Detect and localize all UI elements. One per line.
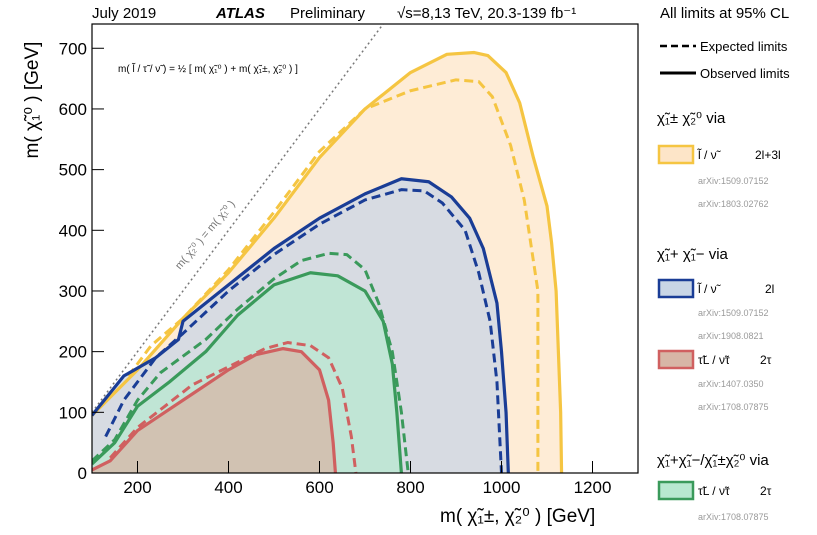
y-tick-label: 100 bbox=[59, 403, 87, 422]
legend-entry-label: τ̃L / ν̃τ bbox=[698, 484, 730, 498]
legend-observed-label: Observed limits bbox=[700, 66, 790, 81]
y-tick-label: 400 bbox=[59, 221, 87, 240]
diagonal-label: m( χ̃₂⁰ ) = m( χ̃₁⁰ ) bbox=[173, 198, 238, 272]
legend-swatch-wh bbox=[657, 144, 695, 165]
x-tick-label: 800 bbox=[396, 478, 424, 497]
y-tick-label: 500 bbox=[59, 161, 87, 180]
legend-ref: arXiv:1407.0350 bbox=[698, 379, 764, 389]
expected-line-tau8 bbox=[109, 341, 358, 473]
region-tau8 bbox=[92, 348, 336, 473]
header-status: Preliminary bbox=[290, 5, 366, 22]
x-tick-label: 400 bbox=[214, 478, 242, 497]
legend-entry-label: τ̃L / ν̃τ bbox=[698, 353, 730, 367]
y-axis-label: m( χ̃₁⁰ ) [GeV] bbox=[22, 42, 43, 159]
legend-ref: arXiv:1803.02762 bbox=[698, 199, 769, 209]
x-tick-label: 600 bbox=[305, 478, 333, 497]
observed-line-wh bbox=[92, 50, 564, 473]
legend-entry-channel: 2τ bbox=[760, 353, 772, 367]
legend-group-title: χ̃₁+ χ̃₁− via bbox=[657, 246, 729, 263]
legend-ref: arXiv:1708.07875 bbox=[698, 402, 769, 412]
observed-line-tau13 bbox=[92, 271, 403, 473]
x-tick-label: 1000 bbox=[483, 478, 521, 497]
legend-ref: arXiv:1509.07152 bbox=[698, 176, 769, 186]
y-tick-label: 0 bbox=[78, 464, 87, 483]
x-axis-label: m( χ̃₁±, χ̃₂⁰ ) [GeV] bbox=[440, 506, 595, 527]
observed-line-tau8 bbox=[92, 347, 338, 473]
y-tick-label: 200 bbox=[59, 343, 87, 362]
legend-swatch-tau13 bbox=[657, 480, 695, 501]
header-date: July 2019 bbox=[92, 5, 156, 22]
formula-label: m( l̃ / τ̃ / ν̃ ) = ½ [ m( χ̃₁⁰ ) + m( χ… bbox=[118, 62, 298, 75]
legend-expected-label: Expected limits bbox=[700, 39, 788, 54]
plot-frame bbox=[91, 23, 639, 474]
legend-group-title: χ̃₁+χ̃₁−/χ̃₁±χ̃₂⁰ via bbox=[657, 452, 769, 469]
legend-swatch-tau8 bbox=[657, 349, 695, 370]
y-tick-label: 300 bbox=[59, 282, 87, 301]
y-tick-label: 600 bbox=[59, 100, 87, 119]
legend-group-title: χ̃₁± χ̃₂⁰ via bbox=[657, 110, 726, 127]
legend-entry-channel: 2l bbox=[765, 282, 774, 296]
legend-entry-label: l̃ / ν̃ bbox=[696, 281, 721, 296]
legend-ref: arXiv:1708.07875 bbox=[698, 512, 769, 522]
x-tick-label: 200 bbox=[123, 478, 151, 497]
observed-line-ww bbox=[92, 177, 510, 473]
header-cl: All limits at 95% CL bbox=[660, 5, 789, 22]
header-experiment: ATLAS bbox=[215, 5, 265, 22]
header-energy: √s=8,13 TeV, 20.3-139 fb⁻¹ bbox=[397, 5, 576, 22]
legend-ref: arXiv:1509.07152 bbox=[698, 308, 769, 318]
legend-entry-channel: 2l+3l bbox=[755, 148, 781, 162]
expected-line-tau13 bbox=[92, 251, 410, 473]
legend-entry-label: l̃ / ν̃ bbox=[696, 147, 721, 162]
legend-entry-channel: 2τ bbox=[760, 484, 772, 498]
legend-swatch-ww bbox=[657, 278, 695, 299]
legend-ref: arXiv:1908.0821 bbox=[698, 331, 764, 341]
x-tick-label: 1200 bbox=[574, 478, 612, 497]
y-tick-label: 700 bbox=[59, 39, 87, 58]
diagonal-line bbox=[92, 24, 384, 413]
